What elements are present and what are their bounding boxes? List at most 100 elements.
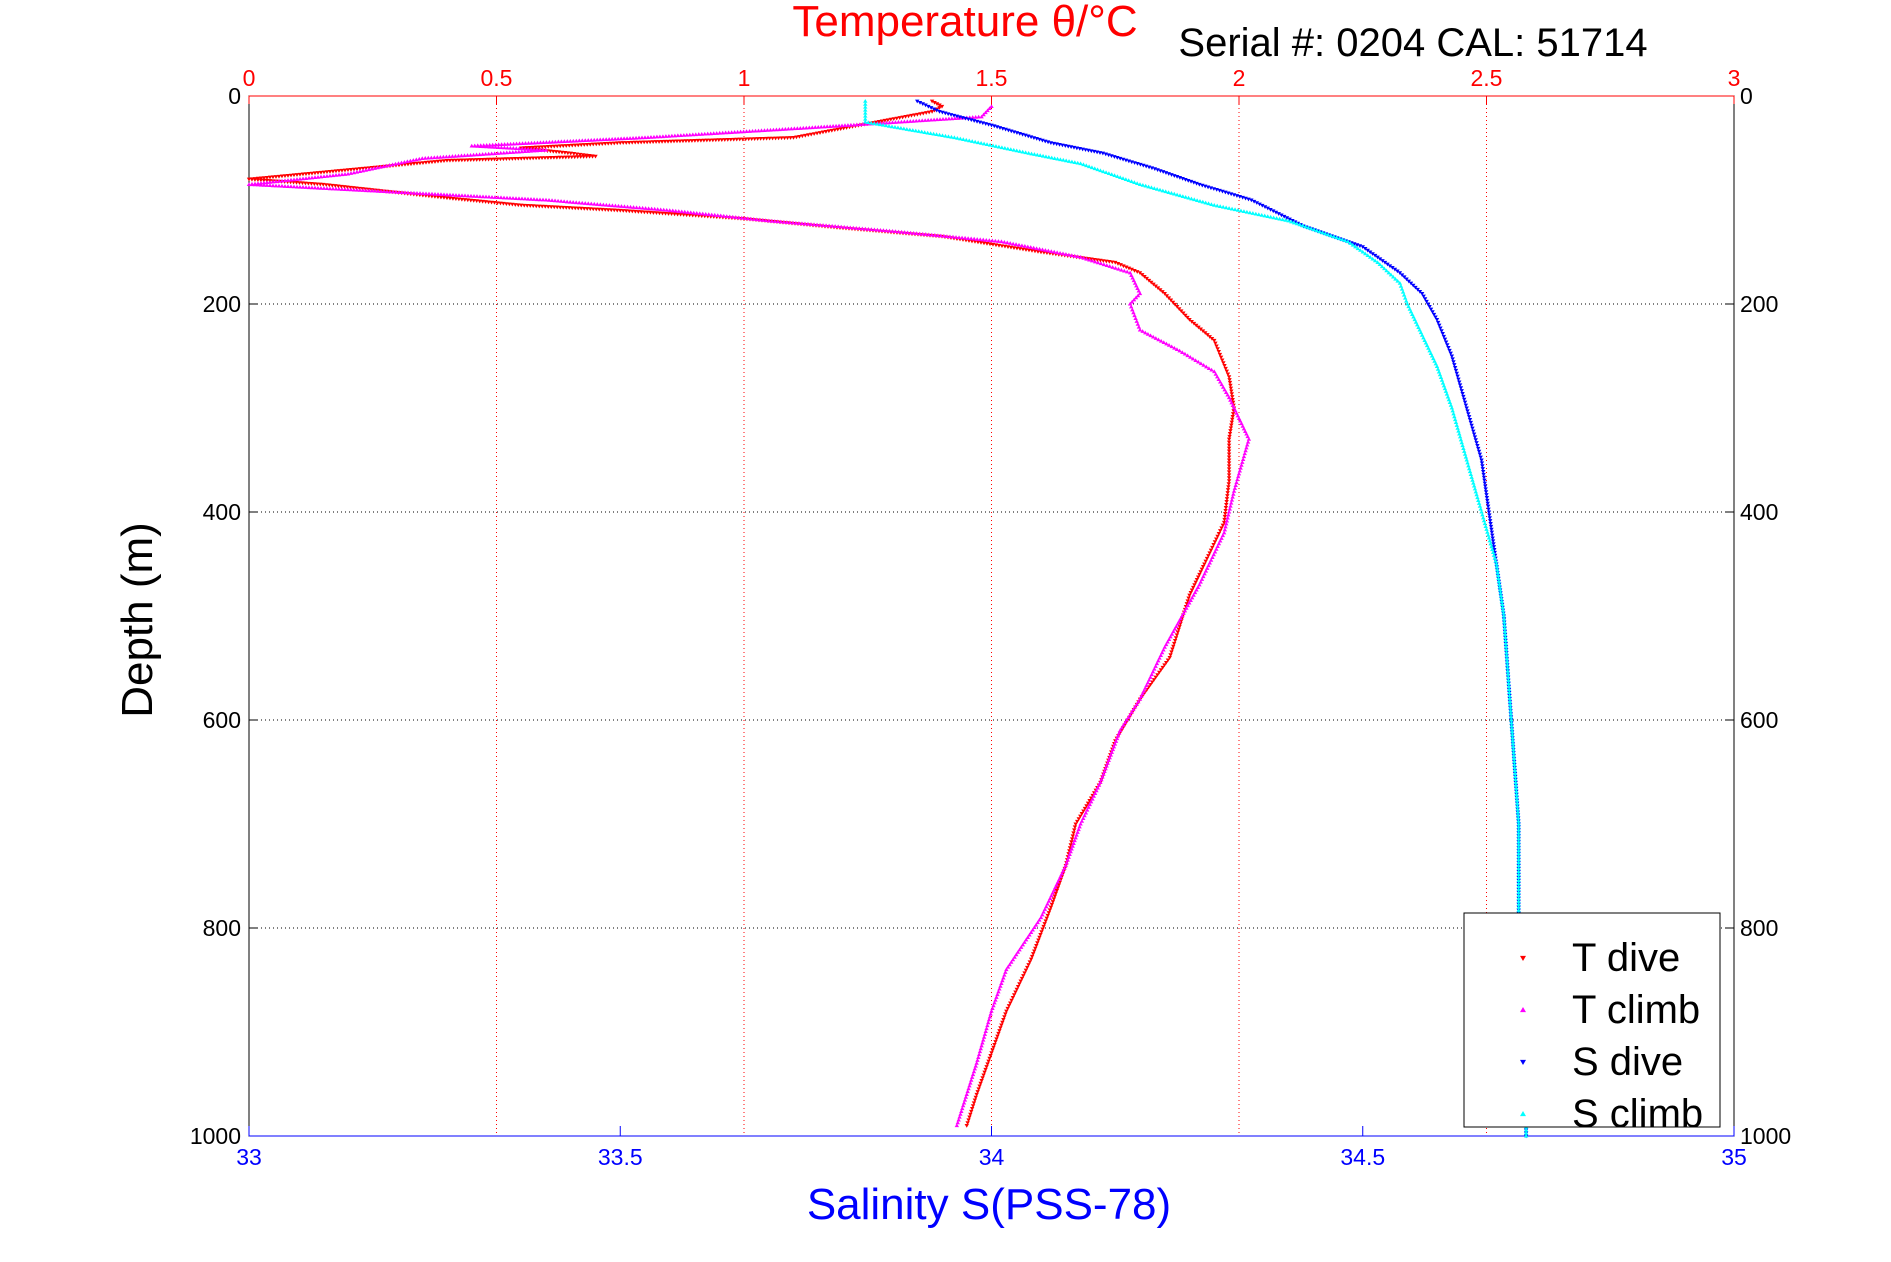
data-point: [1462, 452, 1468, 456]
data-point: [1400, 289, 1406, 294]
data-point: [1223, 506, 1229, 510]
data-point: [920, 231, 925, 236]
data-point: [615, 136, 621, 141]
data-point: [749, 137, 754, 142]
data-point: [540, 204, 545, 209]
data-point: [1155, 673, 1160, 677]
data-point: [678, 133, 684, 137]
data-point: [734, 137, 739, 142]
data-point: [1114, 736, 1120, 741]
data-point: [513, 203, 518, 207]
data-point: [657, 211, 662, 216]
data-point: [716, 138, 722, 143]
data-point: [1187, 600, 1192, 605]
data-point: [985, 1023, 990, 1028]
data-point: [1111, 744, 1117, 749]
data-point: [688, 210, 693, 215]
data-point: [784, 220, 790, 224]
data-point: [636, 135, 642, 140]
data-point: [1152, 186, 1157, 190]
data-point: [1438, 375, 1444, 380]
data-point: [1478, 506, 1483, 511]
data-point: [1451, 360, 1456, 364]
data-point: [619, 204, 624, 208]
data-point: [769, 218, 774, 223]
data-point: [285, 178, 291, 182]
data-point: [1213, 341, 1218, 346]
data-point: [1164, 294, 1170, 298]
data-point: [963, 1095, 969, 1099]
data-point: [498, 201, 503, 206]
data-point: [1229, 500, 1234, 505]
data-point: [1442, 386, 1448, 391]
data-point: [1185, 353, 1190, 358]
data-point: [1070, 843, 1075, 848]
data-point: [414, 161, 420, 166]
data-point: [1515, 809, 1521, 814]
data-point: [1483, 487, 1488, 492]
data-point: [1495, 570, 1500, 575]
data-point: [1157, 655, 1162, 660]
data-point: [725, 138, 730, 142]
data-point: [1191, 321, 1197, 326]
data-point: [1087, 257, 1092, 262]
data-point: [345, 171, 351, 176]
data-point: [1469, 423, 1474, 428]
data-point: [438, 159, 444, 164]
data-point: [462, 198, 468, 202]
data-point: [1200, 565, 1206, 569]
data-point: [1156, 337, 1161, 342]
data-point: [621, 141, 626, 145]
data-point: [1035, 941, 1040, 945]
data-point: [979, 1043, 984, 1048]
depth-tick-label-right: 800: [1740, 915, 1778, 941]
data-point: [1195, 585, 1201, 589]
data-point: [579, 143, 584, 148]
data-point: [1168, 653, 1173, 657]
temperature-tick-label: 0.5: [481, 65, 513, 91]
data-point: [973, 1095, 978, 1100]
data-point: [1504, 650, 1509, 655]
data-point: [1088, 799, 1094, 804]
data-point: [1402, 295, 1408, 300]
data-point: [1081, 816, 1086, 820]
data-point: [1220, 385, 1226, 389]
data-point: [652, 206, 657, 211]
data-point: [1372, 253, 1378, 258]
data-point: [972, 1066, 978, 1071]
data-point: [1025, 935, 1030, 939]
data-point: [1043, 154, 1049, 159]
y-axis-label: Depth (m): [113, 522, 162, 718]
data-point: [655, 207, 660, 211]
data-point: [1452, 363, 1457, 367]
data-point: [303, 172, 309, 177]
data-point: [1235, 474, 1241, 479]
data-point: [369, 166, 374, 171]
data-point: [1462, 449, 1467, 453]
data-point: [549, 198, 555, 203]
data-point: [817, 222, 823, 227]
data-point: [627, 209, 632, 214]
data-point: [884, 120, 889, 125]
data-point: [1516, 887, 1521, 891]
data-point: [665, 139, 671, 144]
data-point: [811, 222, 817, 227]
data-point: [975, 237, 980, 241]
data-point: [720, 130, 725, 135]
data-point: [1129, 710, 1134, 714]
data-point: [1217, 529, 1223, 533]
data-point: [1502, 626, 1507, 630]
data-point: [453, 153, 458, 158]
data-point: [1265, 214, 1270, 218]
data-point: [689, 139, 695, 143]
data-point: [1129, 267, 1134, 272]
data-point: [1002, 972, 1007, 977]
data-point: [678, 212, 683, 217]
data-point: [1284, 216, 1290, 220]
data-point: [1482, 521, 1488, 526]
data-point: [499, 142, 504, 147]
data-point: [1197, 199, 1203, 203]
data-point: [523, 141, 528, 145]
